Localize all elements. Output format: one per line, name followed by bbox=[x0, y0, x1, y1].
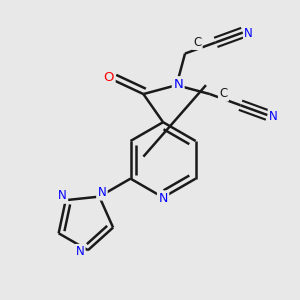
Text: N: N bbox=[244, 27, 253, 40]
Text: C: C bbox=[193, 36, 201, 49]
Text: N: N bbox=[173, 78, 183, 91]
Text: N: N bbox=[58, 189, 67, 203]
Text: N: N bbox=[158, 192, 168, 205]
Text: N: N bbox=[269, 110, 278, 123]
Text: C: C bbox=[219, 87, 228, 100]
Text: O: O bbox=[103, 71, 114, 84]
Text: N: N bbox=[98, 186, 106, 199]
Text: N: N bbox=[75, 245, 84, 258]
